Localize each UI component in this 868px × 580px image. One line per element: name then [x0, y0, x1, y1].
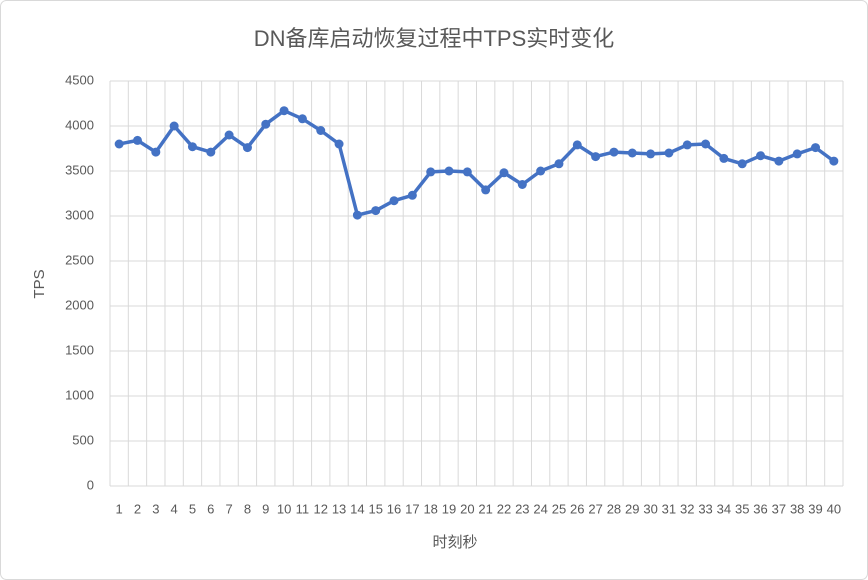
x-tick-label: 28	[607, 501, 621, 516]
x-tick-label: 33	[698, 501, 712, 516]
x-tick-label: 26	[570, 501, 584, 516]
point	[627, 148, 637, 158]
point	[792, 149, 802, 159]
x-tick-label: 29	[625, 501, 639, 516]
point	[756, 151, 766, 161]
point	[646, 149, 656, 159]
point	[426, 167, 436, 177]
point	[279, 106, 289, 116]
x-tick-label: 16	[387, 501, 401, 516]
point	[389, 196, 399, 206]
point	[407, 190, 417, 200]
x-tick-label: 36	[753, 501, 767, 516]
point	[132, 135, 142, 145]
x-tick-label: 1	[116, 501, 123, 516]
x-tick-label: 20	[460, 501, 474, 516]
x-axis-title: 时刻秒	[432, 534, 477, 551]
chart-title: DN备库启动恢复过程中TPS实时变化	[254, 26, 615, 51]
point	[737, 159, 747, 169]
point	[811, 143, 821, 153]
point	[334, 139, 344, 149]
x-tick-label: 38	[790, 501, 804, 516]
point	[481, 185, 491, 195]
point	[114, 139, 124, 149]
point	[462, 167, 472, 177]
point	[151, 147, 161, 157]
x-tick-label: 23	[515, 501, 529, 516]
x-tick-label: 7	[225, 501, 232, 516]
point	[701, 139, 711, 149]
x-tick-label: 32	[680, 501, 694, 516]
y-tick-label: 0	[87, 477, 94, 492]
x-tick-label: 35	[735, 501, 749, 516]
x-tick-label: 19	[442, 501, 456, 516]
point	[664, 148, 674, 158]
x-tick-label: 24	[533, 501, 547, 516]
point	[242, 143, 252, 153]
y-tick-label: 1500	[65, 342, 94, 357]
point	[169, 121, 179, 131]
x-tick-label: 6	[207, 501, 214, 516]
y-tick-label: 500	[72, 432, 94, 447]
x-tick-label: 3	[152, 501, 159, 516]
point	[206, 147, 216, 157]
point	[187, 142, 197, 152]
point	[297, 114, 307, 124]
point	[261, 119, 271, 129]
x-tick-label: 37	[772, 501, 786, 516]
point	[774, 156, 784, 166]
x-tick-label: 14	[350, 501, 364, 516]
point	[499, 168, 509, 178]
x-tick-label: 9	[262, 501, 269, 516]
point	[572, 140, 582, 150]
y-tick-label: 4500	[65, 72, 94, 87]
point	[682, 140, 692, 150]
point	[609, 147, 619, 157]
x-tick-label: 5	[189, 501, 196, 516]
series-line	[118, 108, 835, 217]
x-tick-label: 31	[662, 501, 676, 516]
x-tick-label: 27	[588, 501, 602, 516]
x-tick-label: 18	[423, 501, 437, 516]
x-tick-label: 8	[244, 501, 251, 516]
point	[554, 159, 564, 169]
x-tick-label: 39	[808, 501, 822, 516]
x-tick-label: 15	[368, 501, 382, 516]
y-tick-label: 2000	[65, 297, 94, 312]
point	[444, 166, 454, 176]
point	[352, 210, 362, 220]
y-tick-label: 2500	[65, 252, 94, 267]
y-tick-label: 4000	[65, 117, 94, 132]
y-tick-label: 1000	[65, 387, 94, 402]
x-tick-label: 25	[552, 501, 566, 516]
x-tick-label: 34	[717, 501, 731, 516]
point	[371, 206, 381, 216]
x-tick-label: 4	[171, 501, 178, 516]
x-tick-label: 13	[332, 501, 346, 516]
x-tick-label: 30	[643, 501, 657, 516]
point	[316, 126, 326, 135]
point	[517, 180, 527, 189]
point	[591, 152, 601, 162]
x-tick-label: 2	[134, 501, 141, 516]
y-tick-label: 3000	[65, 207, 94, 222]
x-tick-label: 22	[497, 501, 511, 516]
y-tick-label: 3500	[65, 162, 94, 177]
x-tick-label: 10	[277, 501, 291, 516]
x-tick-label: 21	[478, 501, 492, 516]
y-axis-title: TPS	[31, 269, 48, 298]
point	[224, 130, 234, 140]
point	[719, 153, 729, 163]
x-tick-label: 40	[827, 501, 841, 516]
x-tick-label: 12	[314, 501, 328, 516]
x-tick-label: 11	[296, 501, 310, 516]
x-tick-label: 17	[405, 501, 419, 516]
point	[829, 156, 839, 166]
point	[536, 166, 546, 176]
